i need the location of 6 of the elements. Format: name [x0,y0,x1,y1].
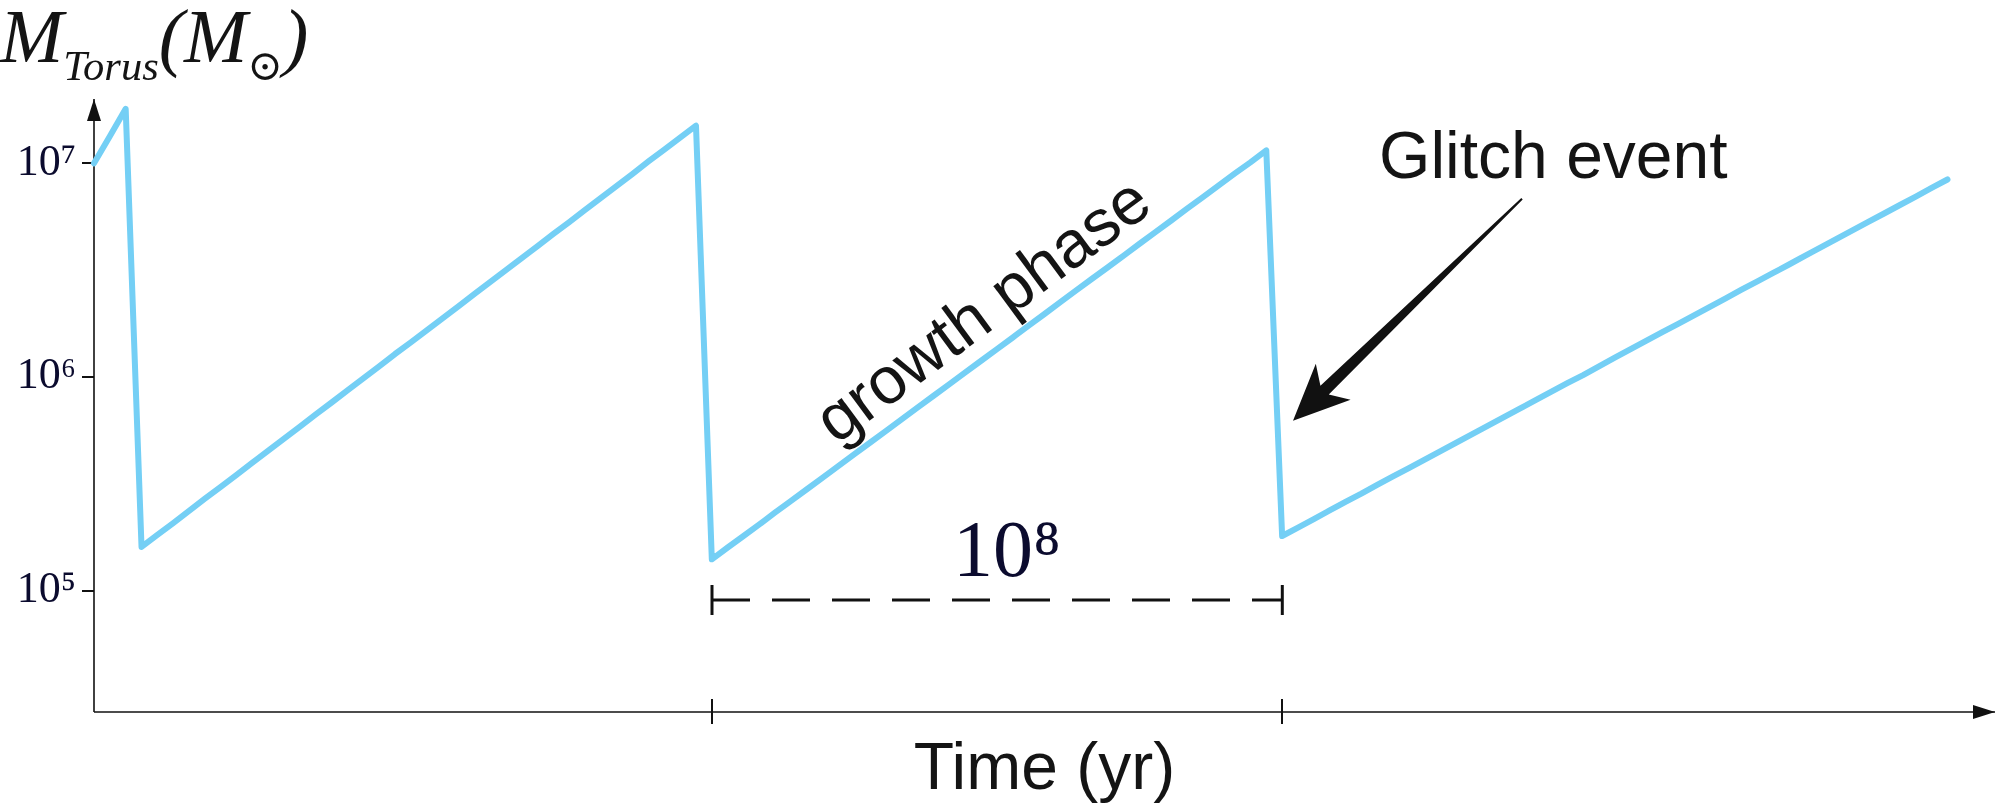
y-tick-label: 10⁵ [16,563,76,613]
x-axis-title: Time (yr) [913,728,1176,803]
y-tick-label: 10⁷ [16,135,76,185]
y-tick-label: 10⁶ [16,349,76,399]
annotation: Glitch event [1379,118,1728,193]
annotation: 10⁸ [953,505,1061,593]
